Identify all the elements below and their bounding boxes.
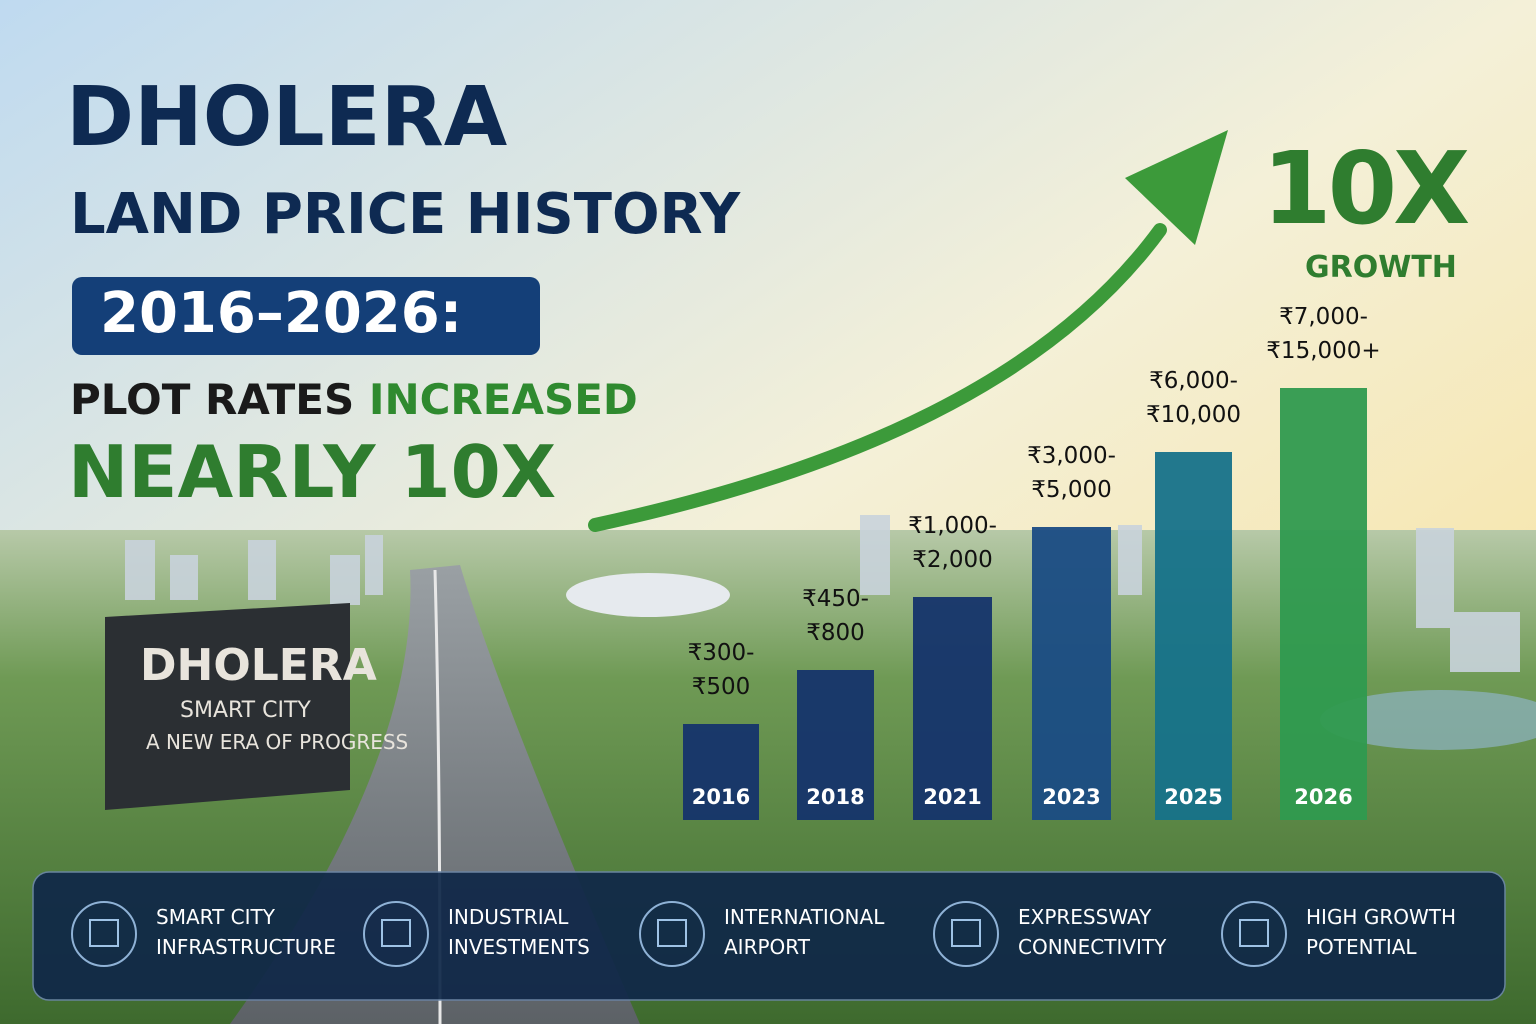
bar-price: ₹3,000- [1027, 443, 1116, 469]
feature-line1: EXPRESSWAY [1018, 905, 1152, 929]
period: 2016–2026: [100, 281, 463, 346]
arrow-head [1125, 130, 1228, 245]
bar-year: 2026 [1294, 785, 1353, 809]
feature-glyph [1239, 919, 1269, 947]
bar-year: 2025 [1164, 785, 1223, 809]
skyline [125, 515, 1520, 672]
feature-glyph [657, 919, 687, 947]
bar [797, 670, 874, 820]
feature-line1: INTERNATIONAL [724, 905, 885, 929]
growth-small: GROWTH [1305, 250, 1457, 285]
bar [1280, 388, 1367, 820]
feature-icons [71, 901, 1287, 967]
feature-line2: POTENTIAL [1306, 935, 1417, 959]
sign-title: DHOLERA [140, 640, 377, 691]
sign-line1: SMART CITY [180, 698, 311, 723]
claim-part2: INCREASED [368, 375, 638, 424]
feature-icon [639, 901, 705, 967]
growth-arrow [588, 223, 1167, 532]
feature-glyph [89, 919, 119, 947]
feature-line2: INFRASTRUCTURE [156, 935, 336, 959]
feature-line1: SMART CITY [156, 905, 275, 929]
bar-year: 2018 [806, 785, 865, 809]
bar [683, 724, 759, 820]
bar-price: ₹500 [691, 674, 751, 700]
bar [913, 597, 992, 820]
bar-year: 2016 [691, 785, 751, 809]
feature-line2: INVESTMENTS [448, 935, 590, 959]
claim-part1: PLOT RATES [70, 375, 355, 424]
lake [1320, 690, 1536, 750]
bar-price: ₹5,000 [1031, 477, 1112, 503]
feature-line2: AIRPORT [724, 935, 810, 959]
bar-price: ₹6,000- [1149, 368, 1238, 394]
claim-line2: NEARLY 10X [68, 430, 557, 514]
feature-icon [933, 901, 999, 967]
feature-line1: HIGH GROWTH [1306, 905, 1456, 929]
feature-icon [1221, 901, 1287, 967]
stadium [566, 573, 730, 617]
bars [683, 388, 1367, 820]
feature-icon [71, 901, 137, 967]
growth-big: 10X [1262, 130, 1470, 247]
period-badge [72, 277, 540, 355]
feature-band [32, 871, 1506, 1001]
bar-price: ₹450- [802, 586, 869, 612]
title: DHOLERA [66, 70, 508, 165]
sign-line2: A NEW ERA OF PROGRESS [146, 730, 409, 754]
bar-price: ₹300- [687, 640, 755, 666]
bar-price: ₹800 [806, 620, 865, 646]
bar-price: ₹15,000+ [1266, 338, 1381, 364]
feature-glyph [381, 919, 411, 947]
bar [1155, 452, 1232, 820]
claim: PLOT RATES INCREASED [70, 375, 638, 424]
bar-price: ₹7,000- [1279, 304, 1368, 330]
bar-price: ₹2,000 [912, 547, 993, 573]
subtitle: LAND PRICE HISTORY [70, 182, 741, 247]
bar-price: ₹10,000 [1145, 402, 1242, 428]
bar-year: 2023 [1042, 785, 1101, 809]
bar [1032, 527, 1111, 820]
feature-line1: INDUSTRIAL [448, 905, 569, 929]
feature-icon [363, 901, 429, 967]
feature-glyph [951, 919, 981, 947]
bar-price: ₹1,000- [908, 513, 997, 539]
feature-line2: CONNECTIVITY [1018, 935, 1167, 959]
sign-slab [105, 603, 350, 810]
bar-year: 2021 [923, 785, 982, 809]
